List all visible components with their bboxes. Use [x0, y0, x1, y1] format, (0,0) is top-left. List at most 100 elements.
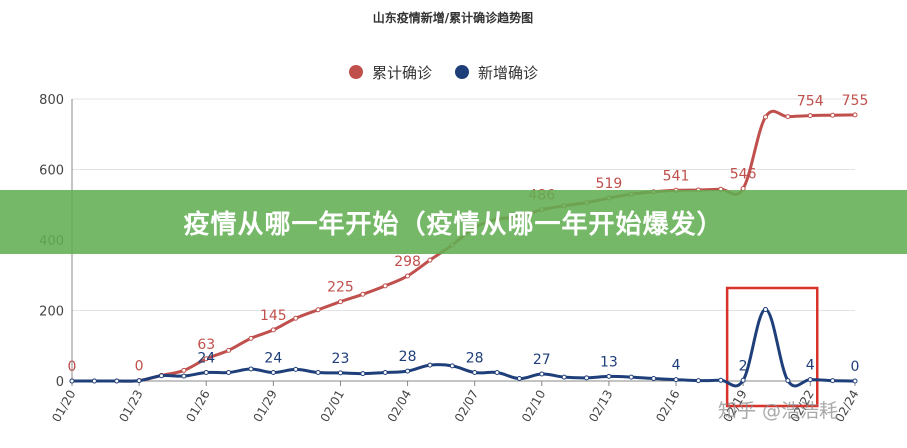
point-daily: [830, 378, 836, 384]
data-label-cumulative: 754: [797, 94, 824, 110]
data-label-cumulative: 145: [260, 308, 287, 324]
point-daily: [584, 375, 590, 381]
x-tick-label: 01/20: [49, 388, 78, 425]
point-daily: [114, 378, 120, 384]
point-daily: [718, 377, 724, 383]
data-label-cumulative: 0: [135, 359, 144, 375]
point-cumulative: [203, 356, 209, 362]
data-label-cumulative: 298: [394, 254, 421, 270]
y-tick-label: 0: [56, 375, 64, 390]
legend-label-daily: 新增确诊: [478, 64, 538, 82]
data-label-daily: 24: [197, 351, 215, 367]
chart-legend: 累计确诊 新增确诊: [349, 64, 538, 82]
point-cumulative: [226, 347, 232, 353]
y-tick-label: 600: [39, 164, 64, 179]
y-tick-label: 200: [39, 305, 64, 320]
data-label-daily: 23: [332, 351, 350, 367]
data-label-daily: 4: [806, 358, 815, 374]
point-daily: [337, 370, 343, 376]
point-cumulative: [785, 114, 791, 120]
x-tick-label: 01/29: [251, 388, 280, 425]
point-cumulative: [360, 291, 366, 297]
point-daily: [69, 378, 75, 384]
point-cumulative: [270, 327, 276, 333]
point-cumulative: [315, 307, 321, 313]
highlight-box: [725, 286, 819, 408]
point-daily: [516, 376, 522, 382]
point-daily: [673, 377, 679, 383]
point-daily: [405, 368, 411, 374]
point-cumulative: [427, 257, 433, 263]
point-daily: [382, 370, 388, 376]
point-daily: [539, 371, 545, 377]
point-cumulative: [807, 113, 813, 119]
point-daily: [785, 378, 791, 384]
watermark: 知乎 @浩浩耗: [718, 400, 839, 422]
point-daily: [427, 362, 433, 368]
point-daily: [449, 363, 455, 369]
data-labels: 0063145225298486519541546754755242423282…: [68, 93, 869, 375]
y-tick-label: 800: [39, 93, 64, 108]
point-daily: [203, 370, 209, 376]
x-tick-label: 02/13: [586, 388, 615, 425]
data-label-cumulative: 519: [596, 176, 623, 192]
data-label-daily: 4: [672, 358, 681, 374]
point-daily: [158, 373, 164, 379]
point-cumulative: [337, 299, 343, 305]
x-tick-label: 02/01: [318, 388, 347, 425]
data-label-cumulative: 63: [197, 337, 215, 353]
legend-label-cumulative: 累计确诊: [372, 64, 432, 82]
highlight-rect: [725, 286, 819, 408]
data-label-daily: 13: [600, 354, 618, 370]
point-daily: [606, 373, 612, 379]
point-daily: [91, 378, 97, 384]
x-tick-label: 02/10: [519, 388, 548, 425]
data-label-daily: 28: [399, 349, 417, 365]
point-daily: [360, 371, 366, 377]
point-daily: [248, 366, 254, 372]
point-daily: [807, 377, 813, 383]
x-tick-label: 01/26: [183, 388, 212, 425]
banner-title: 疫情从哪一年开始（疫情从哪一年开始爆发）: [183, 209, 724, 240]
data-label-cumulative: 546: [730, 167, 757, 183]
x-tick-label: 02/16: [653, 388, 682, 425]
data-label-cumulative: 0: [68, 359, 77, 375]
point-daily: [740, 377, 746, 383]
data-label-cumulative: 225: [327, 280, 354, 296]
point-cumulative: [248, 335, 254, 341]
point-daily: [763, 306, 769, 312]
point-daily: [293, 366, 299, 372]
point-daily: [181, 373, 187, 379]
data-label-cumulative: 541: [663, 168, 690, 184]
data-label-daily: 24: [264, 351, 282, 367]
point-daily: [494, 370, 500, 376]
point-daily: [270, 370, 276, 376]
point-cumulative: [382, 283, 388, 289]
x-tick-label: 02/04: [385, 388, 414, 425]
chart-title: 山东疫情新增/累计确诊趋势图: [373, 10, 533, 25]
point-cumulative: [181, 367, 187, 373]
data-label-daily: 0: [851, 359, 860, 375]
point-daily: [226, 370, 232, 376]
point-daily: [315, 370, 321, 376]
data-label-daily: 2: [739, 358, 748, 374]
data-label-daily: 28: [466, 351, 484, 367]
point-daily: [651, 376, 657, 382]
series-line-daily: [72, 307, 856, 388]
x-tick-label: 02/07: [452, 387, 481, 424]
data-label-cumulative: 755: [842, 93, 869, 109]
point-cumulative: [293, 315, 299, 321]
point-daily: [136, 378, 142, 384]
x-tick-label: 01/23: [116, 388, 145, 425]
legend-marker-cumulative: [349, 65, 363, 79]
data-label-daily: 27: [533, 352, 551, 368]
point-cumulative: [763, 114, 769, 120]
point-cumulative: [405, 273, 411, 279]
point-daily: [695, 378, 701, 384]
point-daily: [472, 370, 478, 376]
point-cumulative: [852, 112, 858, 118]
point-daily: [628, 374, 634, 380]
point-cumulative: [830, 112, 836, 118]
title-banner: 疫情从哪一年开始（疫情从哪一年开始爆发）: [0, 190, 907, 254]
legend-marker-daily: [455, 65, 469, 79]
